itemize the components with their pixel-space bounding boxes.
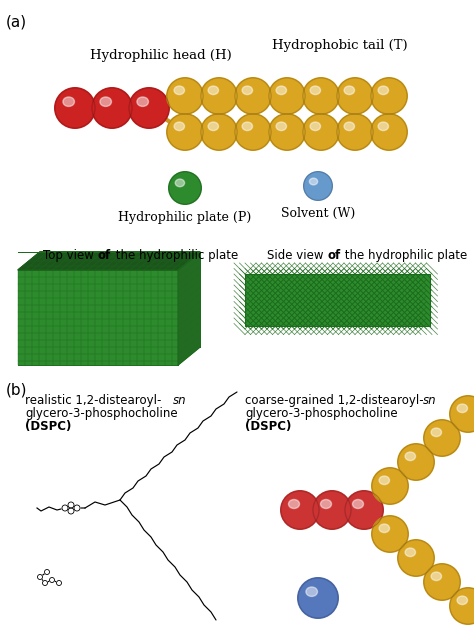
- Circle shape: [62, 505, 68, 511]
- Text: (a): (a): [6, 14, 27, 29]
- Text: Hydrophobic tail (T): Hydrophobic tail (T): [272, 39, 408, 52]
- Circle shape: [49, 578, 55, 583]
- Circle shape: [397, 539, 435, 577]
- Ellipse shape: [378, 122, 389, 131]
- Circle shape: [200, 113, 238, 151]
- Text: Hydrophilic plate (P): Hydrophilic plate (P): [118, 211, 252, 224]
- Bar: [245, 274, 430, 326]
- Circle shape: [268, 113, 306, 151]
- Ellipse shape: [174, 122, 184, 131]
- Ellipse shape: [276, 122, 286, 131]
- Text: of: of: [98, 249, 111, 262]
- Circle shape: [68, 508, 74, 514]
- Ellipse shape: [344, 122, 355, 131]
- Ellipse shape: [310, 86, 320, 95]
- Polygon shape: [18, 252, 200, 270]
- Circle shape: [128, 87, 170, 129]
- Ellipse shape: [208, 122, 219, 131]
- Circle shape: [45, 569, 49, 574]
- Ellipse shape: [457, 596, 467, 605]
- Circle shape: [397, 443, 435, 481]
- Ellipse shape: [353, 500, 364, 509]
- Text: Side view: Side view: [267, 249, 328, 262]
- Circle shape: [200, 77, 238, 115]
- Ellipse shape: [242, 122, 253, 131]
- Polygon shape: [18, 252, 200, 270]
- Text: (DSPC): (DSPC): [245, 420, 292, 433]
- Circle shape: [303, 171, 333, 201]
- Circle shape: [302, 77, 340, 115]
- Circle shape: [74, 505, 80, 511]
- Ellipse shape: [405, 452, 416, 460]
- Ellipse shape: [344, 86, 355, 95]
- Text: of: of: [328, 249, 341, 262]
- Ellipse shape: [175, 179, 184, 187]
- Bar: [18, 270, 178, 365]
- Circle shape: [168, 171, 202, 205]
- Ellipse shape: [310, 122, 320, 131]
- Ellipse shape: [431, 428, 441, 437]
- Ellipse shape: [137, 97, 148, 106]
- Circle shape: [449, 395, 474, 433]
- Text: glycero-3-phosphocholine: glycero-3-phosphocholine: [245, 407, 398, 420]
- Circle shape: [37, 574, 43, 580]
- Text: sn: sn: [423, 394, 437, 407]
- Ellipse shape: [457, 404, 467, 413]
- Text: coarse-grained 1,2-distearoyl-: coarse-grained 1,2-distearoyl-: [245, 394, 424, 407]
- Circle shape: [423, 563, 461, 601]
- Circle shape: [54, 87, 96, 129]
- Circle shape: [302, 113, 340, 151]
- Ellipse shape: [431, 572, 441, 581]
- Text: the hydrophilic plate: the hydrophilic plate: [341, 249, 468, 262]
- Ellipse shape: [379, 476, 390, 484]
- Circle shape: [312, 490, 352, 530]
- Text: Top view: Top view: [44, 249, 98, 262]
- Ellipse shape: [289, 500, 300, 509]
- Circle shape: [371, 515, 409, 553]
- Ellipse shape: [378, 86, 389, 95]
- Text: (DSPC): (DSPC): [25, 420, 72, 433]
- Circle shape: [297, 577, 339, 619]
- Circle shape: [336, 113, 374, 151]
- Text: glycero-3-phosphocholine: glycero-3-phosphocholine: [25, 407, 178, 420]
- Circle shape: [43, 580, 47, 585]
- Ellipse shape: [276, 86, 286, 95]
- Text: Solvent (W): Solvent (W): [281, 207, 355, 220]
- Ellipse shape: [63, 97, 74, 106]
- Circle shape: [166, 77, 204, 115]
- Circle shape: [91, 87, 133, 129]
- Circle shape: [370, 77, 408, 115]
- Circle shape: [56, 580, 62, 585]
- Circle shape: [234, 113, 272, 151]
- Text: the hydrophilic plate: the hydrophilic plate: [112, 249, 238, 262]
- Circle shape: [268, 77, 306, 115]
- Circle shape: [371, 467, 409, 505]
- Circle shape: [280, 490, 320, 530]
- Ellipse shape: [242, 86, 253, 95]
- Circle shape: [336, 77, 374, 115]
- Ellipse shape: [208, 86, 219, 95]
- Text: Hydrophilic head (H): Hydrophilic head (H): [90, 49, 232, 62]
- Ellipse shape: [174, 86, 184, 95]
- Circle shape: [344, 490, 384, 530]
- Ellipse shape: [405, 548, 416, 556]
- Circle shape: [166, 113, 204, 151]
- Text: (b): (b): [6, 382, 27, 397]
- Circle shape: [423, 419, 461, 457]
- Ellipse shape: [310, 178, 318, 185]
- Circle shape: [370, 113, 408, 151]
- Circle shape: [449, 587, 474, 625]
- Ellipse shape: [100, 97, 111, 106]
- Ellipse shape: [320, 500, 331, 509]
- Circle shape: [68, 502, 74, 508]
- Ellipse shape: [379, 524, 390, 533]
- Ellipse shape: [306, 587, 318, 596]
- Text: realistic 1,2-distearoyl-: realistic 1,2-distearoyl-: [25, 394, 161, 407]
- Polygon shape: [178, 252, 200, 365]
- Circle shape: [234, 77, 272, 115]
- Text: sn: sn: [173, 394, 187, 407]
